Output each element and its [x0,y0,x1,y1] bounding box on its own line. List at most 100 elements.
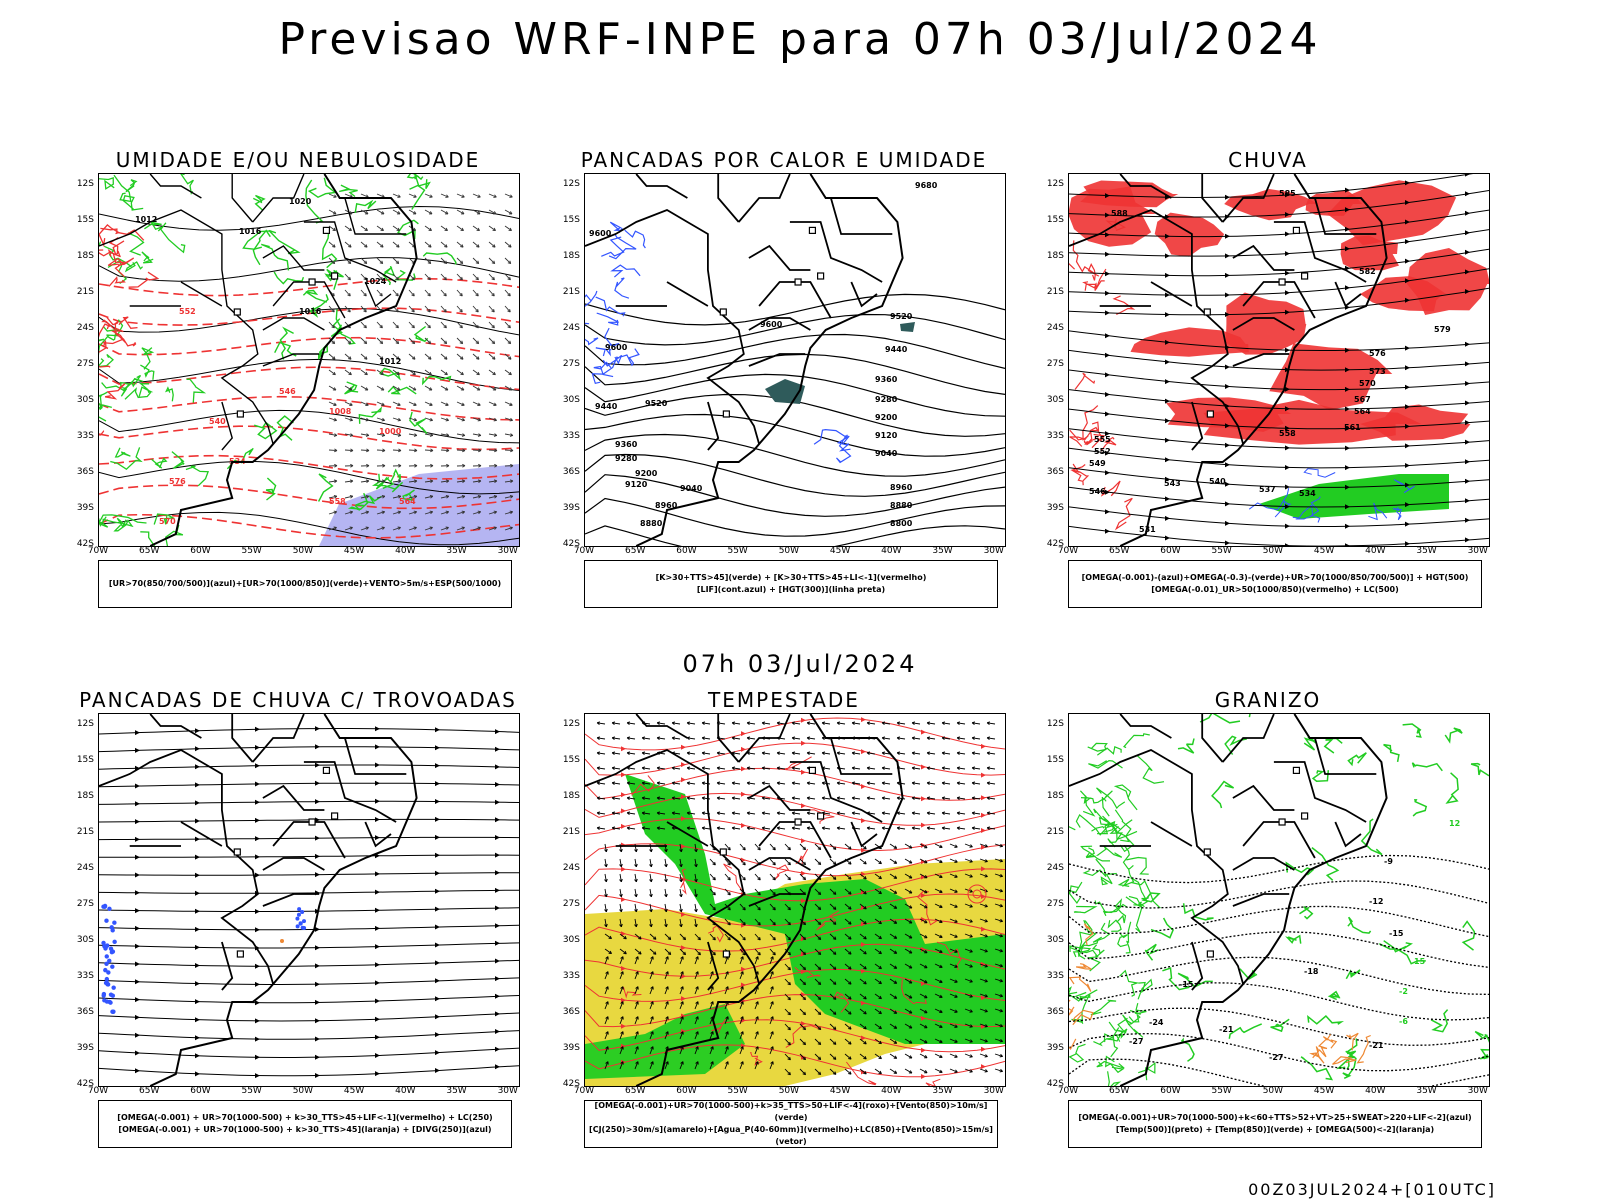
lon-tick-label: 45W [1313,546,1335,556]
contour-label: 540 [1209,477,1226,486]
lon-tick-label: 30W [497,546,518,556]
contour-label: 1020 [289,197,312,206]
contour-label: 9040 [875,449,898,458]
contour-label: 9360 [875,375,898,384]
panel-pancadas-calor: PANCADAS POR CALOR E UMIDADE 9680 9600 960… [544,148,1024,628]
contour-label: -6 [1399,1017,1408,1026]
lon-tick-label: 30W [1467,546,1488,556]
lon-tick-label: 55W [241,1086,262,1096]
contour-label: 588 [1111,209,1128,218]
contour-label: -27 [1269,1053,1283,1062]
lat-tick-label: 15S [76,755,94,765]
lon-tick-label: 55W [1211,546,1232,556]
map-area: 588 585 582 579 576 573 570 567 564 561 558 555 552 5… [1068,173,1490,547]
lat-tick-label: 33S [1046,971,1064,981]
lat-tick-label: 24S [562,323,580,333]
contour-label: 564 [1354,407,1371,416]
lon-tick-label: 45W [343,1086,365,1096]
lat-tick-label: 39S [76,503,94,513]
lat-tick-label: 39S [562,1043,580,1053]
lat-tick-label: 30S [76,935,94,945]
map-canvas [99,714,519,1086]
footer-timestamp: 00Z03JUL2024+[010UTC] [1248,1180,1496,1199]
lon-tick-label: 45W [1313,1086,1335,1096]
map-canvas [585,714,1005,1086]
contour-label: 8960 [890,483,913,492]
legend-line: [OMEGA(-0.01)_UR>50(1000/850)(vermelho) … [1151,585,1399,594]
lat-tick-label: 39S [1046,503,1064,513]
map-area [584,713,1006,1087]
contour-label: 558 [329,497,346,506]
lon-tick-label: 70W [1057,546,1079,556]
contour-label: 576 [1369,349,1386,358]
lon-tick-label: 30W [983,1086,1004,1096]
lat-tick-label: 18S [76,251,94,261]
lon-tick-label: 35W [932,546,953,556]
contour-label: 1008 [329,407,352,416]
lat-tick-label: 42S [562,539,580,549]
lon-tick-label: 35W [932,1086,953,1096]
lat-tick-label: 36S [1046,1007,1064,1017]
lat-tick-label: 18S [562,251,580,261]
lat-tick-label: 42S [562,1079,580,1089]
contour-label: 1024 [364,277,387,286]
legend-line: [CJ(250)>30m/s](amarelo)+[Agua_P(40-60mm… [589,1125,993,1146]
lon-tick-label: 65W [625,1086,646,1096]
lat-tick-label: 21S [1046,287,1064,297]
lat-tick-label: 18S [1046,251,1064,261]
legend-line: [LIF](cont.azul) + [HGT(300)](linha pret… [696,585,886,594]
contour-label: -24 [1149,1018,1164,1027]
contour-label: 1016 [299,307,322,316]
lon-tick-label: 50W [778,1086,800,1096]
lat-tick-label: 18S [76,791,94,801]
lat-tick-label: 15S [562,215,580,225]
lon-tick-label: 30W [983,546,1004,556]
contour-label: -15 [1389,929,1404,938]
contour-label: 540 [209,417,226,426]
contour-label: -15 [1179,980,1194,989]
lat-tick-label: 12S [76,179,94,189]
contour-label: 9360 [615,440,638,449]
lon-tick-label: 30W [1467,1086,1488,1096]
lat-tick-label: 30S [1046,935,1064,945]
map-area: -9 -12 -15 -15 -18 -21 -21 -24 -27 -27 12 15 -2 -6 [1068,713,1490,1087]
contour-label: 12 [1449,819,1460,828]
lon-tick-label: 50W [1262,1086,1284,1096]
contour-label: 9440 [595,402,618,411]
lat-tick-label: 30S [76,395,94,405]
lat-tick-label: 21S [76,287,94,297]
lon-tick-label: 60W [676,1086,697,1096]
contour-label: 9600 [760,320,783,329]
lat-tick-label: 27S [1046,359,1064,369]
panel-title: GRANIZO [1214,688,1322,712]
contour-label: 552 [1094,447,1111,456]
contour-label: 546 [279,387,296,396]
map-area: 9680 9600 9600 9600 9520 9440 9360 9280 9200 9120… [584,173,1006,547]
contour-label: 570 [1359,379,1376,388]
lon-tick-label: 65W [139,546,160,556]
map-canvas: -9 -12 -15 -15 -18 -21 -21 -24 -27 -27 12 15 -2 -6 [1069,714,1489,1086]
lat-tick-label: 42S [76,1079,94,1089]
lon-tick-label: 70W [573,1086,595,1096]
contour-label: 576 [169,477,186,486]
contour-label: 564 [399,497,416,506]
main-title: Previsao WRF-INPE para 07h 03/Jul/2024 [278,14,1322,65]
legend-box: [K>30+TTS>45](verde) + [K>30+TTS>45+LI<-… [584,560,998,608]
lon-tick-label: 65W [1109,1086,1130,1096]
contour-label: 9120 [875,431,898,440]
contour-label: 9040 [680,484,703,493]
legend-line: [Temp(500)](preto) + [Temp(850)](verde) … [1115,1125,1435,1134]
contour-label: 1016 [239,227,262,236]
map-area: 1012 1016 1020 1024 1016 1012 1008 1000 576 570 56… [98,173,520,547]
lat-tick-label: 39S [1046,1043,1064,1053]
lat-tick-label: 27S [76,899,94,909]
contour-label: -21 [1369,1041,1384,1050]
lat-tick-label: 24S [1046,863,1064,873]
lat-tick-label: 24S [76,323,94,333]
contour-label: 570 [159,517,176,526]
panel-umidade: UMIDADE E/OU NEBULOSIDADE 1012 1016 1020 10… [58,148,538,628]
panel-chuva: CHUVA 588 585 582 579 576 573 570 567 564 561 558 5… [1028,148,1508,628]
contour-label: 8880 [640,519,663,528]
lat-tick-label: 12S [562,179,580,189]
lat-tick-label: 36S [1046,467,1064,477]
